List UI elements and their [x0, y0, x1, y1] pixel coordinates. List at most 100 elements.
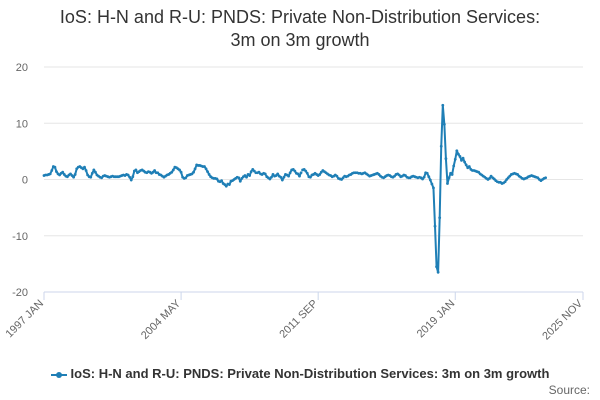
data-point[interactable] — [48, 172, 52, 176]
data-point[interactable] — [427, 175, 431, 179]
data-point[interactable] — [455, 149, 459, 153]
data-point[interactable] — [131, 175, 135, 179]
data-point[interactable] — [94, 170, 97, 174]
data-point[interactable] — [263, 172, 267, 176]
data-point[interactable] — [467, 165, 471, 168]
data-point[interactable] — [293, 169, 297, 173]
data-point[interactable] — [446, 182, 449, 185]
data-point[interactable] — [84, 169, 88, 172]
data-point[interactable] — [215, 177, 219, 181]
data-point[interactable] — [436, 270, 440, 274]
data-point[interactable] — [237, 176, 241, 180]
data-point[interactable] — [458, 155, 462, 158]
data-point[interactable] — [129, 178, 133, 182]
data-point[interactable] — [452, 164, 456, 168]
data-point[interactable] — [456, 152, 460, 156]
data-point[interactable] — [249, 170, 253, 174]
data-point[interactable] — [128, 175, 132, 179]
data-point[interactable] — [238, 179, 242, 183]
data-point[interactable] — [204, 167, 208, 171]
data-point[interactable] — [288, 171, 292, 175]
data-point[interactable] — [544, 176, 548, 180]
data-point[interactable] — [432, 186, 435, 190]
data-point[interactable] — [270, 175, 273, 179]
data-point[interactable] — [53, 165, 57, 169]
data-point[interactable] — [134, 168, 138, 172]
data-point[interactable] — [335, 174, 339, 178]
x-tick-label: 2004 MAY — [139, 297, 184, 342]
data-point[interactable] — [178, 168, 181, 172]
data-point[interactable] — [280, 178, 284, 182]
data-point[interactable] — [425, 171, 429, 175]
x-tick-label: 2011 SEP — [277, 298, 320, 341]
data-point[interactable] — [488, 176, 491, 180]
data-point[interactable] — [276, 172, 280, 176]
data-point[interactable] — [153, 169, 157, 172]
data-point[interactable] — [464, 163, 468, 167]
y-tick-label: -10 — [12, 231, 28, 243]
y-tick-label: -20 — [12, 287, 28, 299]
data-point[interactable] — [453, 157, 457, 161]
x-tick-label: 2025 NOV — [540, 297, 585, 342]
data-point[interactable] — [203, 165, 206, 168]
data-point[interactable] — [207, 173, 211, 176]
data-point[interactable] — [248, 174, 252, 177]
data-point[interactable] — [422, 175, 426, 179]
data-point[interactable] — [245, 175, 248, 179]
data-point[interactable] — [305, 171, 309, 175]
x-tick-label: 1997 JAN — [3, 298, 46, 341]
data-point[interactable] — [224, 184, 228, 188]
data-point[interactable] — [444, 157, 448, 161]
y-tick-label: 10 — [16, 118, 28, 130]
data-point[interactable] — [439, 144, 443, 148]
data-point[interactable] — [89, 175, 93, 179]
data-point[interactable] — [318, 173, 322, 176]
data-point[interactable] — [179, 170, 183, 174]
data-point[interactable] — [171, 168, 175, 172]
data-point[interactable] — [227, 183, 231, 186]
data-point[interactable] — [193, 167, 197, 171]
data-point[interactable] — [126, 173, 130, 177]
data-point[interactable] — [298, 174, 301, 178]
data-point[interactable] — [308, 175, 312, 179]
data-point[interactable] — [460, 158, 463, 162]
data-point[interactable] — [503, 180, 507, 184]
legend[interactable]: IoS: H-N and R-U: PNDS: Private Non-Dist… — [0, 366, 600, 381]
data-point[interactable] — [50, 169, 54, 172]
data-point[interactable] — [304, 169, 308, 173]
legend-label: IoS: H-N and R-U: PNDS: Private Non-Dist… — [70, 366, 550, 381]
data-point[interactable] — [170, 170, 174, 174]
data-point[interactable] — [279, 175, 283, 179]
data-point[interactable] — [220, 179, 223, 183]
gridlines — [44, 66, 583, 293]
series-line — [401, 104, 546, 274]
chart-title-line-2: 3m on 3m growth — [230, 30, 370, 50]
data-point[interactable] — [73, 173, 77, 176]
data-point[interactable] — [296, 172, 300, 176]
data-point[interactable] — [447, 176, 451, 180]
data-point[interactable] — [463, 160, 467, 164]
data-point[interactable] — [90, 171, 94, 175]
data-point[interactable] — [461, 156, 465, 160]
data-point[interactable] — [61, 170, 65, 174]
data-point[interactable] — [441, 103, 445, 107]
data-point[interactable] — [55, 170, 58, 174]
data-point[interactable] — [435, 265, 438, 269]
data-point[interactable] — [92, 168, 96, 172]
chart-title: IoS: H-N and R-U: PNDS: Private Non-Dist… — [0, 6, 600, 52]
data-point[interactable] — [433, 224, 437, 228]
data-point[interactable] — [282, 175, 286, 179]
data-point[interactable] — [430, 182, 434, 186]
data-point[interactable] — [192, 170, 195, 174]
data-point[interactable] — [428, 178, 432, 182]
data-point[interactable] — [72, 175, 75, 179]
data-point[interactable] — [206, 170, 209, 174]
data-point[interactable] — [450, 173, 454, 176]
data-point[interactable] — [299, 171, 303, 175]
data-point[interactable] — [438, 216, 442, 220]
data-point[interactable] — [287, 174, 290, 178]
data-point[interactable] — [83, 165, 86, 169]
data-point[interactable] — [442, 122, 446, 126]
data-point[interactable] — [184, 176, 188, 180]
